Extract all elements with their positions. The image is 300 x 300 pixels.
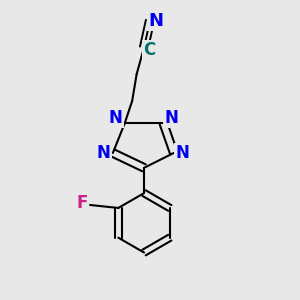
- Text: N: N: [148, 12, 164, 30]
- Text: N: N: [109, 109, 123, 127]
- Text: F: F: [76, 194, 87, 212]
- Text: C: C: [143, 41, 155, 59]
- Text: N: N: [176, 144, 190, 162]
- Text: N: N: [165, 109, 178, 127]
- Text: N: N: [96, 144, 110, 162]
